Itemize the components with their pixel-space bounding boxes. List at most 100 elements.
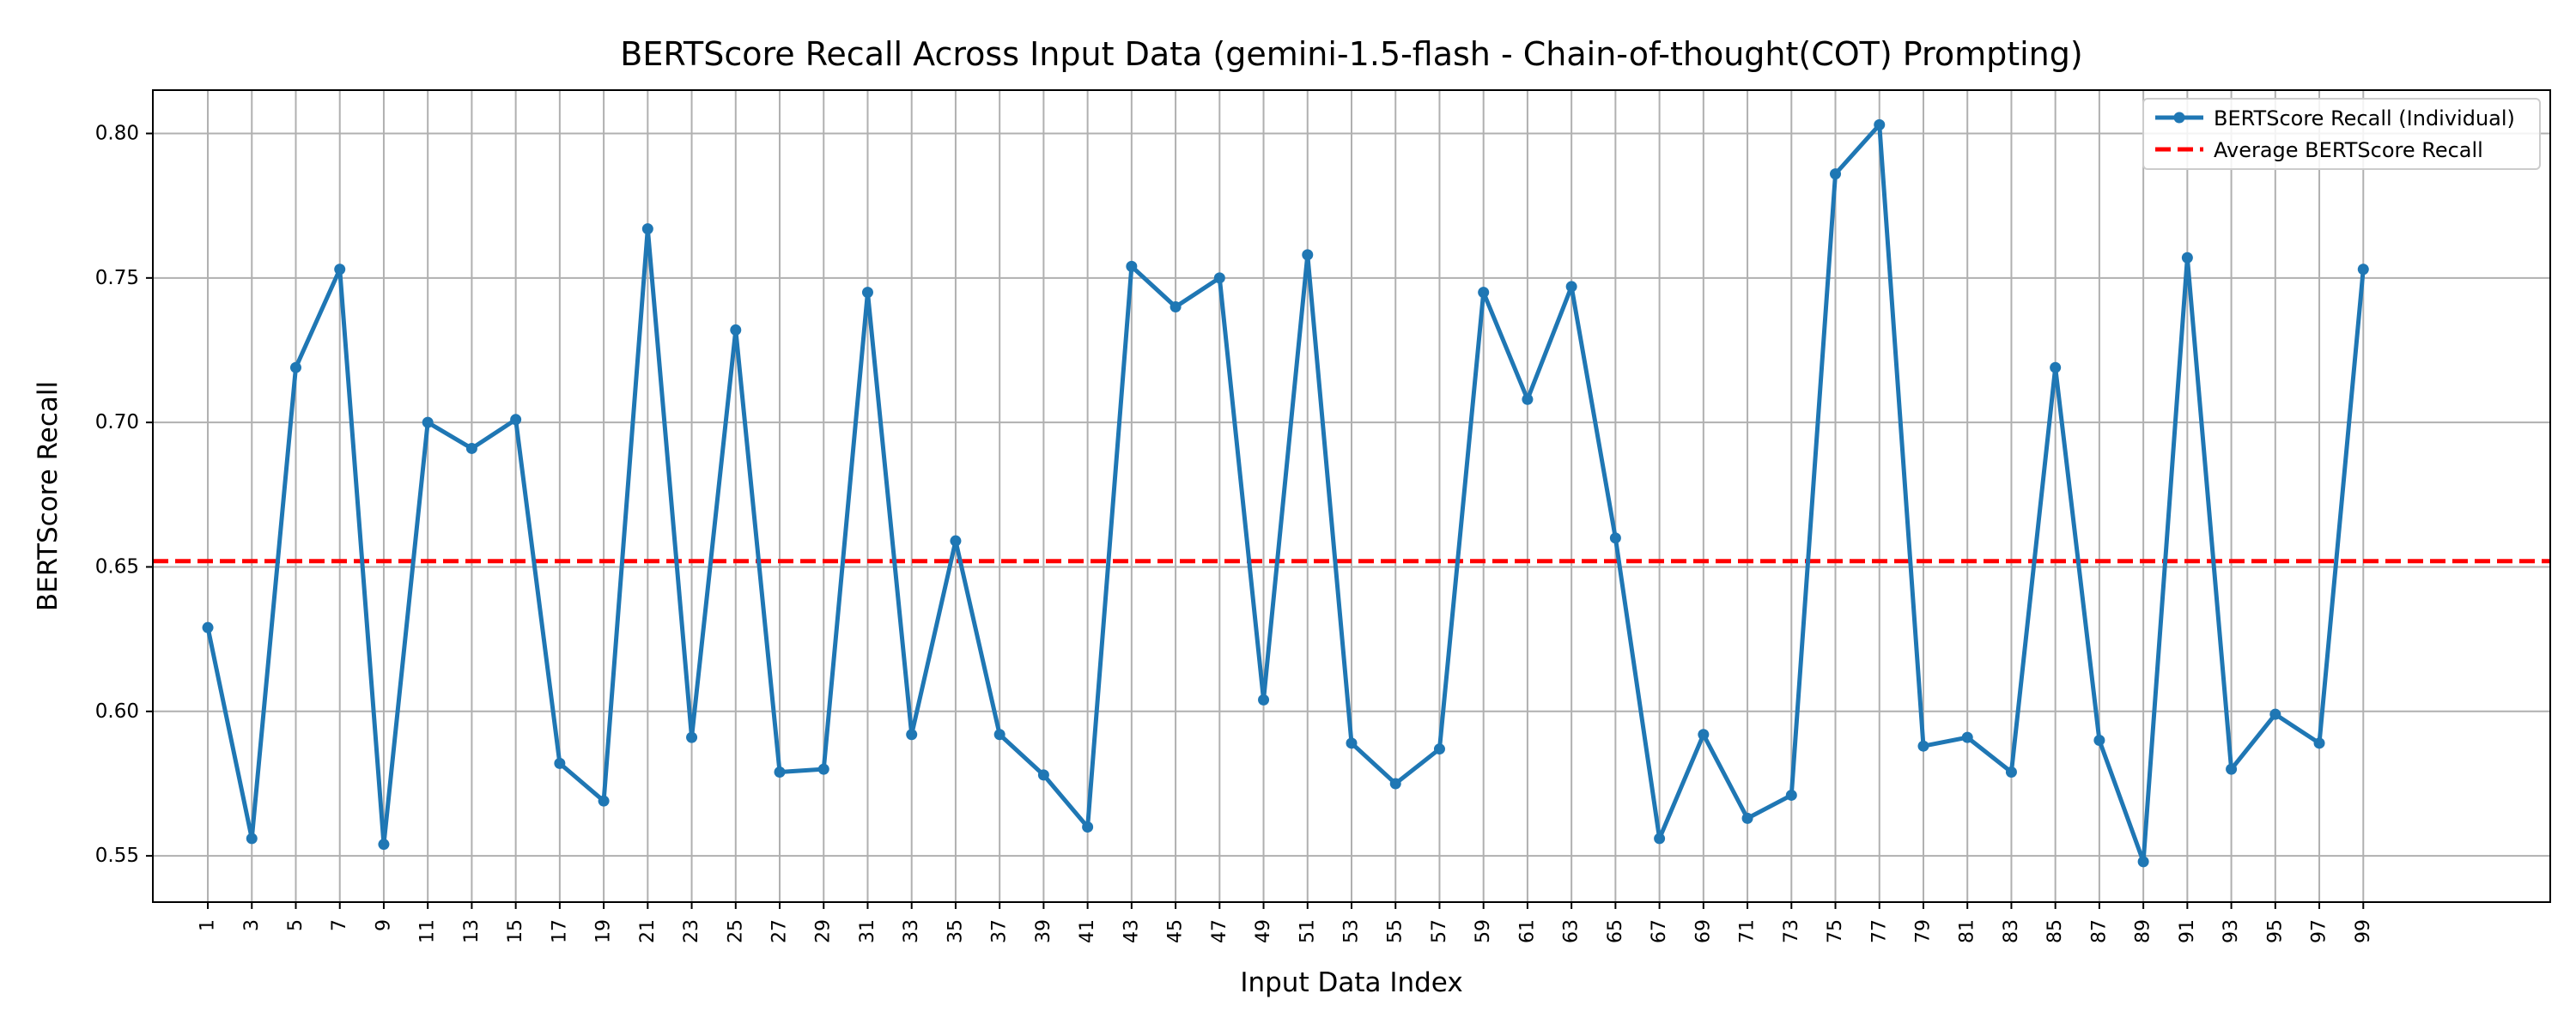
chart-title: BERTScore Recall Across Input Data (gemi… <box>620 35 2082 73</box>
data-point <box>861 287 873 299</box>
legend-label-individual: BERTScore Recall (Individual) <box>2214 106 2515 130</box>
data-point <box>730 324 742 336</box>
x-tick-label: 93 <box>2221 919 2242 943</box>
x-tick-label: 67 <box>1649 919 1670 943</box>
x-tick-label: 21 <box>637 919 659 943</box>
x-tick-label: 27 <box>769 919 791 943</box>
x-tick-label: 69 <box>1692 919 1714 943</box>
data-point <box>1302 249 1314 261</box>
x-tick-label: 41 <box>1077 919 1098 943</box>
x-tick-label: 53 <box>1341 919 1363 943</box>
x-tick-label: 57 <box>1429 919 1450 943</box>
x-tick-label: 37 <box>989 919 1011 943</box>
x-tick-label: 75 <box>1825 919 1846 943</box>
x-tick-label: 25 <box>725 919 746 943</box>
legend: BERTScore Recall (Individual) Average BE… <box>2142 98 2541 170</box>
x-tick-label: 77 <box>1868 919 1890 943</box>
data-point <box>1785 789 1797 801</box>
x-tick-label: 33 <box>901 919 922 943</box>
x-tick-label: 87 <box>2088 919 2110 943</box>
grid-lines <box>153 90 2550 902</box>
x-tick-label: 91 <box>2177 919 2198 943</box>
x-tick-label: 79 <box>1912 919 1934 943</box>
data-point <box>1258 694 1270 706</box>
data-point <box>554 757 566 769</box>
data-point <box>1213 272 1225 284</box>
x-axis-ticks: 1 3 5 7 9 11 13 15 17 19 21 23 25 27 29 31 33 35 37 39 41 43 4… <box>197 902 2374 943</box>
data-point <box>641 223 653 235</box>
x-tick-label: 61 <box>1516 919 1538 943</box>
data-point <box>1478 287 1490 299</box>
data-point <box>817 763 829 775</box>
x-tick-label: 45 <box>1165 919 1187 943</box>
series-layer <box>202 118 2369 868</box>
x-tick-label: 65 <box>1605 919 1626 943</box>
data-point <box>686 731 698 743</box>
y-tick-label: 0.70 <box>95 411 139 433</box>
data-point <box>2269 708 2281 720</box>
data-point <box>1126 260 1138 272</box>
data-point <box>202 621 214 633</box>
data-point <box>422 416 434 428</box>
x-tick-label: 71 <box>1737 919 1759 943</box>
x-tick-label: 7 <box>329 919 350 931</box>
data-point <box>246 833 258 845</box>
data-point <box>1961 731 1973 743</box>
x-tick-label: 83 <box>2001 919 2022 943</box>
x-tick-label: 99 <box>2353 919 2374 943</box>
data-point <box>1522 393 1534 405</box>
x-tick-label: 39 <box>1033 919 1054 943</box>
data-point <box>1565 281 1577 293</box>
x-tick-label: 43 <box>1121 919 1142 943</box>
data-point <box>289 361 301 373</box>
x-tick-label: 51 <box>1297 919 1318 943</box>
data-point <box>993 729 1005 741</box>
data-point <box>2050 361 2062 373</box>
x-tick-label: 55 <box>1385 919 1406 943</box>
x-tick-label: 31 <box>857 919 878 943</box>
data-point <box>950 535 962 547</box>
y-tick-label: 0.60 <box>95 700 139 723</box>
data-point <box>1346 737 1358 749</box>
data-point <box>378 839 390 851</box>
data-point <box>774 766 786 779</box>
x-tick-label: 23 <box>681 919 702 943</box>
data-point <box>598 795 610 807</box>
x-axis-label: Input Data Index <box>1240 967 1462 998</box>
legend-marker-individual <box>2173 112 2185 124</box>
x-tick-label: 95 <box>2264 919 2286 943</box>
y-tick-label: 0.80 <box>95 122 139 144</box>
x-tick-label: 85 <box>2044 919 2066 943</box>
x-tick-label: 5 <box>285 919 307 931</box>
legend-label-average: Average BERTScore Recall <box>2214 138 2483 162</box>
data-point <box>2357 264 2369 276</box>
y-tick-label: 0.65 <box>95 555 139 578</box>
x-tick-label: 47 <box>1209 919 1230 943</box>
x-tick-label: 89 <box>2133 919 2154 943</box>
x-tick-label: 17 <box>549 919 570 943</box>
data-point <box>1433 743 1445 755</box>
data-point <box>1917 740 1929 752</box>
data-point <box>2226 763 2238 775</box>
x-tick-label: 49 <box>1253 919 1274 943</box>
data-point <box>1082 821 1094 833</box>
data-point <box>2181 251 2193 264</box>
x-tick-label: 19 <box>593 919 615 943</box>
data-point <box>2313 737 2325 749</box>
data-point <box>1698 729 1710 741</box>
data-point <box>2005 766 2017 779</box>
data-point <box>334 264 346 276</box>
x-tick-label: 3 <box>241 919 263 931</box>
data-point <box>906 729 918 741</box>
x-tick-label: 13 <box>461 919 483 943</box>
legend-box <box>2142 98 2541 170</box>
data-point <box>1037 769 1049 781</box>
x-tick-label: 59 <box>1473 919 1494 943</box>
data-point <box>1741 812 1753 824</box>
x-tick-label: 29 <box>813 919 835 943</box>
y-tick-label: 0.75 <box>95 267 139 289</box>
x-tick-label: 11 <box>417 919 439 943</box>
data-point <box>465 442 477 454</box>
series-line-individual <box>205 122 2366 864</box>
